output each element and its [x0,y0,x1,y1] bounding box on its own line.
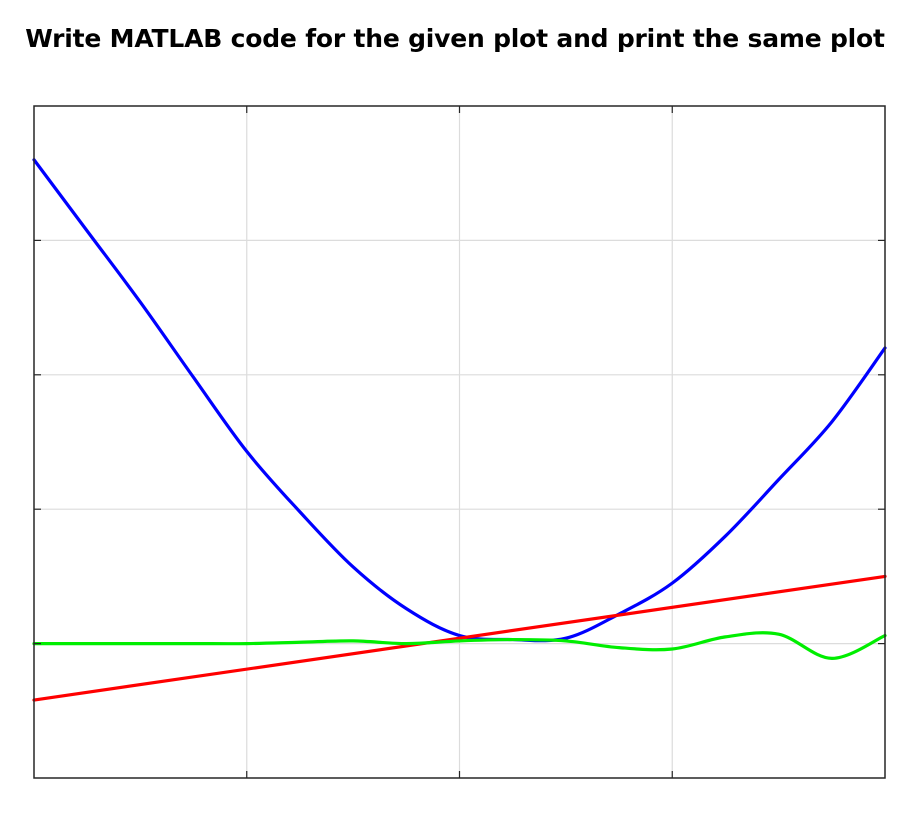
series-line-2 [32,574,887,702]
series-line-3 [32,631,887,660]
axis-ticks [34,106,885,778]
page-title: Write MATLAB code for the given plot and… [25,24,885,53]
series-line-1 [32,158,887,643]
series-group [32,158,887,702]
grid-lines [34,106,885,778]
